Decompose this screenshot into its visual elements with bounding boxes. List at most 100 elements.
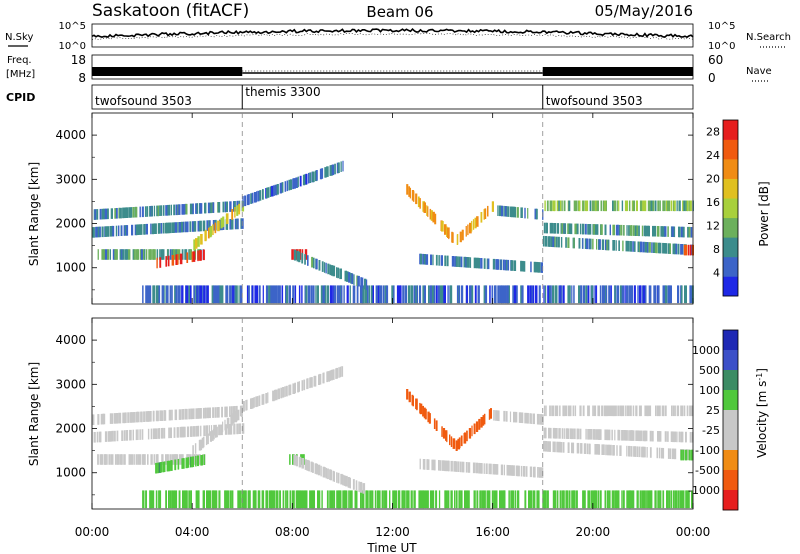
- scatter-cell: [585, 285, 588, 304]
- scatter-cell: [185, 221, 188, 233]
- scatter-cell: [92, 414, 95, 425]
- scatter-cell: [579, 428, 582, 440]
- scatter-cell: [349, 285, 351, 304]
- scatter-cell: [446, 431, 448, 443]
- scatter-cell: [119, 454, 122, 465]
- scatter-cell: [564, 405, 568, 417]
- scatter-cell: [316, 170, 318, 181]
- scatter-cell: [112, 225, 115, 237]
- scatter-cell: [654, 242, 657, 254]
- scatter-cell: [644, 405, 647, 417]
- scatter-cell: [280, 387, 283, 399]
- scatter-cell: [329, 370, 332, 381]
- scatter-cell: [688, 200, 691, 212]
- scatter-cell: [628, 445, 630, 457]
- scatter-cell: [140, 411, 143, 423]
- scatter-cell: [691, 490, 693, 509]
- scatter-cell: [682, 490, 685, 509]
- scatter-cell: [362, 483, 366, 494]
- scatter-cell: [449, 285, 453, 304]
- scatter-cell: [588, 429, 591, 440]
- scatter-region-11: [419, 458, 544, 478]
- scatter-cell: [200, 425, 202, 437]
- scatter-cell: [433, 285, 436, 304]
- scatter-cell: [305, 173, 308, 185]
- power-colorbar-swatch: [723, 217, 738, 238]
- scatter-cell: [217, 285, 220, 304]
- scatter-cell: [294, 250, 296, 261]
- scatter-cell: [135, 454, 138, 465]
- scatter-cell: [529, 466, 533, 478]
- scatter-cell: [628, 430, 630, 441]
- scatter-cell: [336, 472, 338, 483]
- noise-left-tick-bottom: 10^0: [59, 41, 86, 52]
- scatter-cell: [528, 490, 531, 509]
- scatter-cell: [251, 285, 254, 304]
- scatter-cell: [178, 222, 182, 233]
- scatter-cell: [192, 251, 196, 262]
- scatter-cell: [464, 432, 466, 443]
- scatter-cell: [664, 431, 667, 442]
- scatter-cell: [410, 490, 413, 509]
- scatter-cell: [319, 168, 323, 180]
- scatter-cell: [202, 285, 204, 304]
- scatter-cell: [451, 232, 454, 243]
- x-tick-label: 20:00: [576, 525, 611, 539]
- scatter-cell: [542, 235, 545, 247]
- scatter-cell: [419, 458, 421, 470]
- scatter-cell: [510, 465, 513, 476]
- scatter-cell: [299, 490, 303, 509]
- scatter-cell: [408, 391, 411, 403]
- scatter-cell: [408, 186, 410, 197]
- scatter-cell: [499, 285, 503, 304]
- scatter-cell: [490, 463, 492, 475]
- scatter-cell: [181, 204, 184, 215]
- scatter-cell: [139, 454, 142, 465]
- scatter-cell: [417, 196, 420, 208]
- scatter-cell: [217, 220, 220, 232]
- scatter-cell: [129, 454, 132, 465]
- scatter-cell: [607, 444, 610, 456]
- scatter-cell: [231, 490, 234, 509]
- scatter-region-12: [493, 410, 544, 425]
- scatter-cell: [605, 239, 608, 251]
- scatter-cell: [200, 455, 203, 466]
- scatter-cell: [349, 477, 351, 489]
- scatter-cell: [508, 285, 510, 304]
- scatter-cell: [495, 490, 498, 509]
- scatter-cell: [197, 220, 201, 232]
- velocity-colorbar-swatch: [723, 390, 738, 411]
- scatter-cell: [560, 237, 563, 248]
- scatter-cell: [443, 285, 445, 304]
- scatter-cell: [640, 285, 642, 304]
- scatter-cell: [101, 249, 104, 260]
- scatter-cell: [359, 285, 363, 304]
- scatter-cell: [197, 285, 201, 304]
- scatter-cell: [216, 407, 219, 418]
- scatter-cell: [203, 285, 206, 304]
- scatter-cell: [184, 490, 187, 509]
- scatter-cell: [169, 427, 172, 439]
- scatter-cell: [248, 285, 250, 304]
- scatter-cell: [142, 285, 144, 304]
- scatter-cell: [561, 200, 563, 212]
- scatter-cell: [487, 258, 490, 270]
- scatter-cell: [295, 490, 298, 509]
- scatter-cell: [129, 412, 132, 423]
- scatter-cell: [233, 201, 235, 212]
- scatter-cell: [96, 431, 99, 443]
- scatter-cell: [215, 490, 218, 509]
- scatter-cell: [158, 223, 161, 234]
- scatter-cell: [337, 490, 341, 509]
- scatter-cell: [99, 208, 102, 220]
- scatter-cell: [365, 279, 368, 291]
- scatter-cell: [158, 462, 161, 473]
- scatter-cell: [205, 229, 207, 241]
- scatter-cell: [207, 202, 211, 214]
- scatter-cell: [121, 430, 124, 441]
- scatter-cell: [628, 285, 631, 304]
- scatter-cell: [256, 285, 259, 304]
- scatter-cell: [225, 490, 228, 509]
- scatter-cell: [644, 241, 647, 253]
- scatter-cell: [272, 185, 275, 196]
